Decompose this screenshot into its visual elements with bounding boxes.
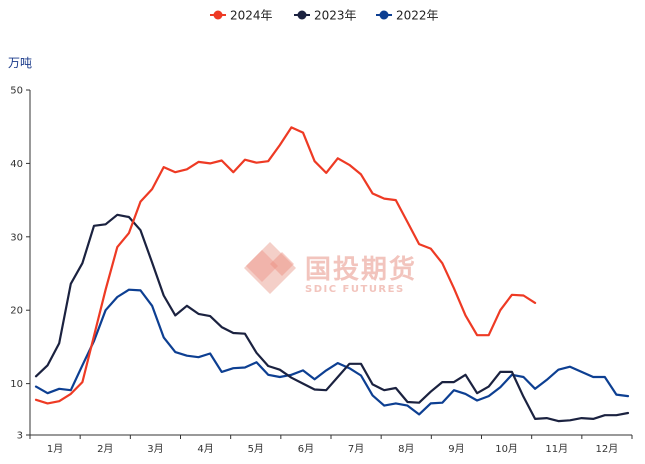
series-line-2024年 [34,126,537,405]
legend-label: 2024年 [230,9,273,23]
y-tick-label: 40 [10,159,23,170]
y-tick-label: 50 [10,86,23,97]
y-tick-label: 3 [17,431,23,442]
series-line-2023年 [34,213,630,423]
watermark-text-cn: 国投期货 [305,254,417,285]
x-tick-label: 10月 [495,443,518,455]
x-tick-label: 6月 [298,443,314,455]
x-tick-label: 3月 [147,443,163,455]
x-tick-label: 9月 [448,443,464,455]
x-tick-label: 8月 [398,443,414,455]
watermark: 国投期货 SDIC FUTURES [244,242,417,295]
legend-label: 2022年 [396,9,439,23]
legend-marker [379,10,389,20]
x-tick-label: 1月 [47,443,63,455]
series-lines [34,126,630,423]
x-tick-label: 7月 [348,443,364,455]
y-tick-label: 10 [10,379,23,390]
x-tick-label: 2月 [97,443,113,455]
legend-item: 2022年 [376,9,439,23]
watermark-logo-icon [244,242,296,294]
y-ticks: 3 10 20 30 40 50 [10,86,30,442]
legend-marker [213,10,223,20]
x-ticks: 1月 2月 3月 4月 5月 6月 7月 8月 9月 10月 11月 12月 [29,435,633,455]
x-tick-label: 12月 [596,443,619,455]
legend-item: 2023年 [294,9,357,23]
x-tick-label: 11月 [545,443,568,455]
x-tick-label: 5月 [248,443,264,455]
x-tick-label: 4月 [197,443,213,455]
watermark-text-en: SDIC FUTURES [305,284,405,295]
y-axis-unit-label: 万吨 [8,56,32,70]
legend: 2024年 2023年 2022年 [210,9,439,23]
legend-item: 2024年 [210,9,273,23]
series-line-2022年 [34,288,630,416]
legend-marker [297,10,307,20]
legend-label: 2023年 [314,9,357,23]
y-tick-label: 20 [10,306,23,317]
y-tick-label: 30 [10,232,23,243]
